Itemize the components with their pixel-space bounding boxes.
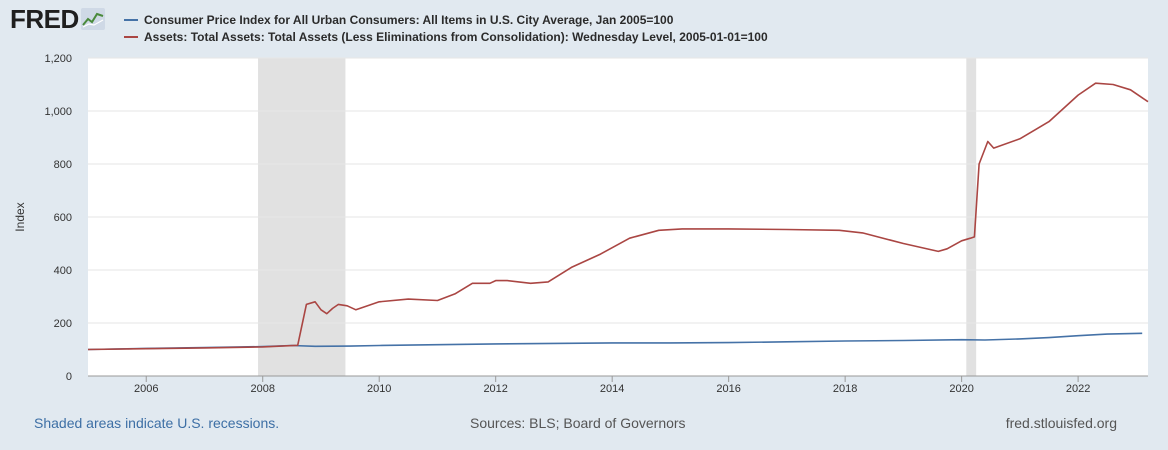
fred-logo-text: FRED xyxy=(10,4,79,34)
x-tick-label-6: 2018 xyxy=(833,383,857,395)
y-tick-label-3: 600 xyxy=(54,212,72,224)
y-tick-label-1: 200 xyxy=(54,318,72,330)
x-tick-label-4: 2014 xyxy=(600,383,624,395)
legend-item-assets[interactable]: Assets: Total Assets: Total Assets (Less… xyxy=(124,28,768,45)
legend-swatch-cpi xyxy=(124,18,138,21)
y-tick-label-5: 1,000 xyxy=(44,106,72,118)
y-tick-label-2: 400 xyxy=(54,265,72,277)
y-tick-label-6: 1,200 xyxy=(44,53,72,65)
line-chart-icon xyxy=(80,8,105,30)
chart-footer: Shaded areas indicate U.S. recessions. S… xyxy=(0,415,1168,435)
x-tick-label-5: 2016 xyxy=(716,383,740,395)
sources-text: Sources: BLS; Board of Governors xyxy=(470,415,686,431)
x-tick-label-8: 2022 xyxy=(1066,383,1090,395)
x-tick-label-1: 2008 xyxy=(250,383,274,395)
x-tick-label-0: 2006 xyxy=(134,383,158,395)
recession-note: Shaded areas indicate U.S. recessions. xyxy=(34,415,280,431)
legend-label-assets: Assets: Total Assets: Total Assets (Less… xyxy=(144,29,768,44)
x-tick-label-3: 2012 xyxy=(483,383,507,395)
chart-header: FRED Consumer Price Index for All Urban … xyxy=(0,0,1168,50)
fred-logo[interactable]: FRED xyxy=(10,6,105,32)
y-tick-label-4: 800 xyxy=(54,159,72,171)
chart-legend: Consumer Price Index for All Urban Consu… xyxy=(124,11,768,45)
legend-label-cpi: Consumer Price Index for All Urban Consu… xyxy=(144,12,674,27)
legend-item-cpi[interactable]: Consumer Price Index for All Urban Consu… xyxy=(124,11,768,28)
legend-swatch-assets xyxy=(124,35,138,38)
line-chart[interactable]: 0 200 400 600 800 1,000 1,200 2006 2008 2010 2012 2… xyxy=(0,0,1168,410)
x-tick-label-7: 2020 xyxy=(949,383,973,395)
assets-line xyxy=(87,82,1149,351)
y-axis-label: Index xyxy=(13,202,27,231)
x-tick-label-2: 2010 xyxy=(367,383,391,395)
y-tick-label-0: 0 xyxy=(66,371,72,383)
site-link[interactable]: fred.stlouisfed.org xyxy=(1005,415,1117,431)
